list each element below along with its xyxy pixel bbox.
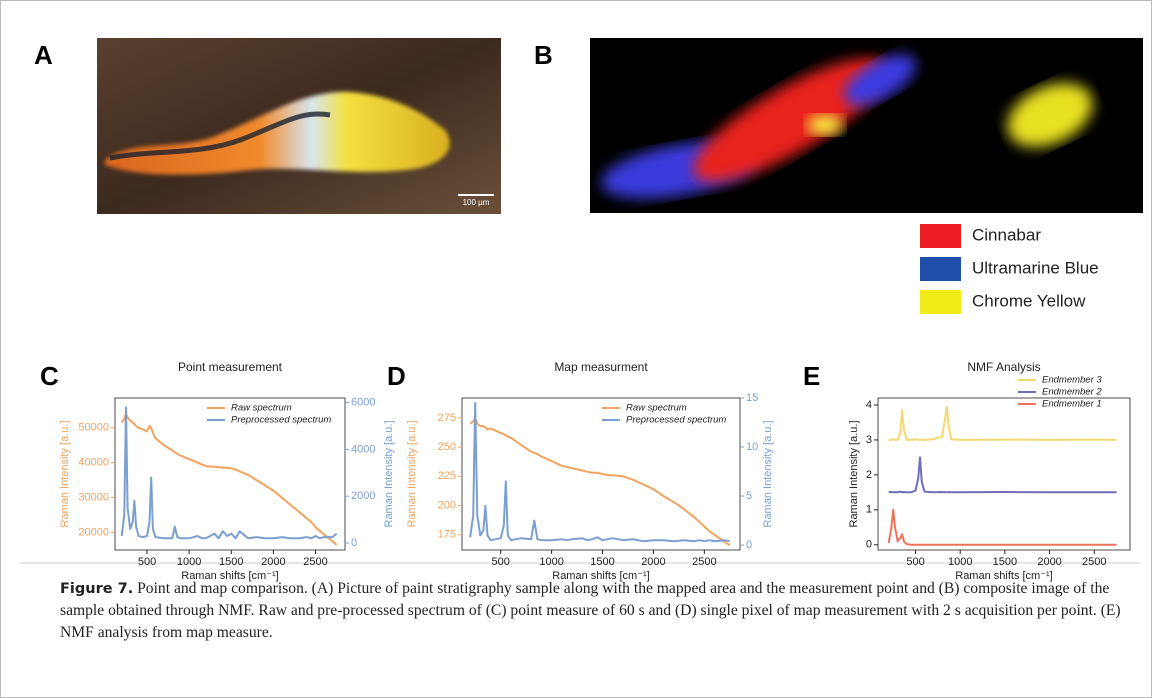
- x-tick-label: 1000: [177, 556, 201, 568]
- y2-axis-label: Raman Intensity [a.u.]: [383, 421, 395, 528]
- legend-label: Endmember 2: [1042, 387, 1102, 398]
- y-tick-label: 2: [866, 469, 872, 481]
- x-tick-label: 2500: [692, 556, 716, 568]
- caption: Figure 7. Point and map comparison. (A) …: [60, 578, 1145, 644]
- x-axis-label: Raman shifts [cm⁻¹]: [955, 570, 1053, 582]
- y2-tick-label: 0: [351, 537, 357, 549]
- chart-title: Point measurement: [178, 360, 283, 374]
- x-tick-label: 2500: [1082, 556, 1106, 568]
- spectrum-line: [469, 416, 731, 547]
- legend-swatch: [920, 224, 961, 248]
- legend-swatch: [920, 290, 961, 314]
- x-tick-label: 2000: [261, 556, 285, 568]
- caption-label: Figure 7.: [60, 581, 134, 597]
- chart-title: NMF Analysis: [967, 360, 1040, 374]
- y-axis-label: Raman Intensity [a.u.]: [59, 421, 71, 528]
- y2-axis-label: Raman Intensity [a.u.]: [762, 421, 774, 528]
- panel-label: E: [803, 361, 820, 391]
- scale-bar-label: 100 µm: [463, 198, 490, 207]
- y-tick-label: 200: [438, 499, 456, 511]
- x-tick-label: 1000: [948, 556, 972, 568]
- spectrum-line: [887, 508, 1117, 546]
- y-tick-label: 275: [438, 412, 456, 424]
- spectrum-line: [469, 401, 730, 543]
- legend-swatch: [920, 257, 961, 281]
- x-tick-label: 500: [906, 556, 924, 568]
- y-tick-label: 0: [866, 539, 872, 551]
- y2-tick-label: 4000: [351, 443, 375, 455]
- x-tick-label: 1500: [993, 556, 1017, 568]
- spectrum-line: [120, 406, 338, 540]
- y2-tick-label: 6000: [351, 397, 375, 409]
- chart-title: Map measurment: [554, 360, 648, 374]
- caption-text: Point and map comparison. (A) Picture of…: [60, 580, 1121, 641]
- panel-label: C: [40, 361, 59, 391]
- y-tick-label: 40000: [78, 457, 109, 469]
- y-tick-label: 20000: [78, 526, 109, 538]
- x-tick-label: 2000: [641, 556, 665, 568]
- x-tick-label: 500: [138, 556, 156, 568]
- y-tick-label: 3: [866, 434, 872, 446]
- y-axis-label: Raman Intensity [a.u.]: [848, 421, 860, 528]
- x-tick-label: 1500: [590, 556, 614, 568]
- legend-label: Cinnabar: [972, 225, 1041, 244]
- legend-label: Preprocessed spectrum: [626, 415, 726, 426]
- spectrum-line: [120, 412, 338, 546]
- legend-label: Endmember 1: [1042, 399, 1102, 410]
- legend-label: Raw spectrum: [231, 403, 292, 414]
- panel-label: A: [34, 40, 53, 70]
- y2-tick-label: 0: [746, 539, 752, 551]
- y-tick-label: 4: [866, 399, 872, 411]
- plot-frame: [461, 397, 741, 551]
- y2-tick-label: 15: [746, 392, 758, 404]
- y-tick-label: 250: [438, 441, 456, 453]
- y-tick-label: 1: [866, 504, 872, 516]
- x-tick-label: 2500: [303, 556, 327, 568]
- legend-label: Raw spectrum: [626, 403, 687, 414]
- spectrum-line: [888, 456, 1117, 494]
- x-tick-label: 1500: [219, 556, 243, 568]
- y2-tick-label: 10: [746, 441, 758, 453]
- legend-label: Endmember 3: [1042, 375, 1102, 386]
- nmf-map: [590, 38, 1143, 213]
- x-axis-label: Raman shifts [cm⁻¹]: [181, 570, 279, 582]
- y-tick-label: 30000: [78, 491, 109, 503]
- legend-label: Ultramarine Blue: [972, 258, 1099, 277]
- panel-label: D: [387, 361, 406, 391]
- panel-label: B: [534, 40, 553, 70]
- y-tick-label: 175: [438, 529, 456, 541]
- y-tick-label: 50000: [78, 422, 109, 434]
- plot-frame: [114, 397, 346, 551]
- legend-label: Chrome Yellow: [972, 291, 1086, 310]
- spectrum-line: [888, 405, 1117, 441]
- x-tick-label: 1000: [539, 556, 563, 568]
- y-axis-label: Raman Intensity [a.u.]: [406, 421, 418, 528]
- y2-tick-label: 2000: [351, 490, 375, 502]
- plot-frame: [877, 397, 1131, 551]
- x-tick-label: 2000: [1037, 556, 1061, 568]
- x-tick-label: 500: [492, 556, 510, 568]
- sample-photo: 100 µm: [97, 38, 501, 214]
- x-axis-label: Raman shifts [cm⁻¹]: [552, 570, 650, 582]
- y-tick-label: 225: [438, 470, 456, 482]
- map-legend: Cinnabar Ultramarine Blue Chrome Yellow: [920, 224, 1099, 314]
- y2-tick-label: 5: [746, 490, 752, 502]
- legend-label: Preprocessed spectrum: [231, 415, 331, 426]
